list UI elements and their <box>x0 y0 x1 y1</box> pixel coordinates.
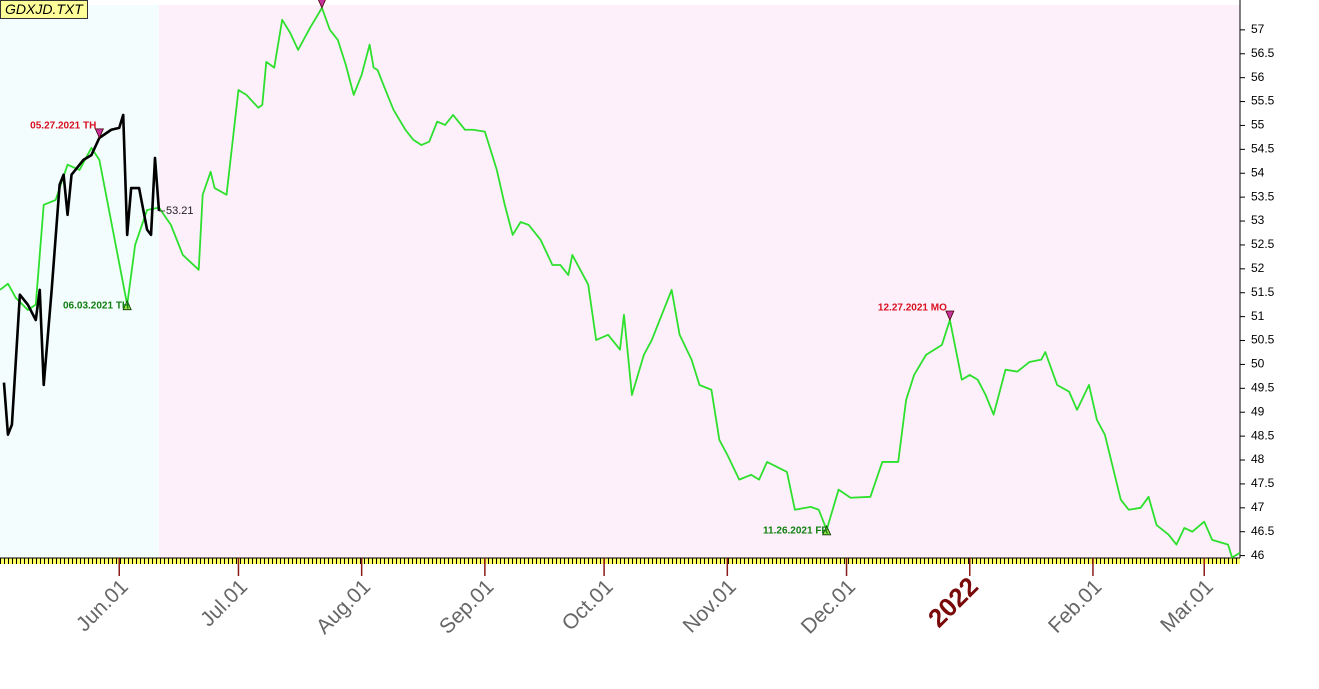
value-label: 53.21 <box>166 205 194 217</box>
x-tick-label: Oct.01 <box>558 575 618 635</box>
high-marker <box>94 128 104 139</box>
y-tick-label: 50.5 <box>1251 333 1275 347</box>
x-tick-label: Aug.01 <box>312 575 375 638</box>
y-tick-label: 56.5 <box>1251 46 1275 60</box>
price-line <box>0 6 1241 559</box>
y-tick-label: 51 <box>1251 309 1265 323</box>
low-label: 06.03.2021 TH <box>63 300 129 311</box>
y-tick-label: 52 <box>1251 261 1265 275</box>
x-tick-label: 2022 <box>922 571 984 633</box>
y-tick-label: 52.5 <box>1251 237 1275 251</box>
x-tick-label: Mar.01 <box>1156 575 1218 637</box>
high-label: 12.27.2021 MO <box>878 303 947 314</box>
x-tick-label: Jun.01 <box>72 575 133 636</box>
y-tick-label: 46 <box>1251 548 1265 562</box>
y-tick-label: 49.5 <box>1251 380 1275 394</box>
y-tick-label: 47 <box>1251 500 1265 514</box>
low-label: 11.26.2021 FR <box>763 525 829 536</box>
x-tick-label: Nov.01 <box>679 575 741 637</box>
y-tick-label: 56 <box>1251 70 1265 84</box>
x-tick-label: Feb.01 <box>1044 575 1107 638</box>
y-tick-label: 54.5 <box>1251 142 1275 156</box>
y-tick-label: 51.5 <box>1251 285 1275 299</box>
x-tick-label: Jul.01 <box>196 575 252 631</box>
high-label: 05.27.2021 TH <box>30 121 96 132</box>
y-tick-label: 55 <box>1251 118 1265 132</box>
x-tick-label: Dec.01 <box>797 575 860 638</box>
low-marker <box>122 299 132 311</box>
chart-title: GDXJD.TXT <box>0 0 88 19</box>
y-tick-label: 47.5 <box>1251 476 1275 490</box>
y-tick-label: 53 <box>1251 213 1265 227</box>
projection-zone <box>158 5 1240 558</box>
x-tick-label: Sep.01 <box>435 575 498 638</box>
y-tick-label: 50 <box>1251 357 1265 371</box>
high-label: 07.22.2021 TH <box>253 0 319 2</box>
high-marker <box>945 310 955 321</box>
y-tick-label: 49 <box>1251 404 1265 418</box>
y-tick-label: 54 <box>1251 165 1265 179</box>
y-tick-label: 55.5 <box>1251 94 1275 108</box>
history-zone <box>0 5 159 558</box>
y-tick-label: 46.5 <box>1251 524 1275 538</box>
y-tick-label: 57 <box>1251 22 1265 36</box>
high-marker <box>317 0 326 9</box>
low-marker <box>822 524 832 536</box>
y-tick-label: 48.5 <box>1251 428 1275 442</box>
y-tick-label: 48 <box>1251 452 1265 466</box>
y-tick-label: 53.5 <box>1251 189 1275 203</box>
price-line <box>2 113 161 436</box>
